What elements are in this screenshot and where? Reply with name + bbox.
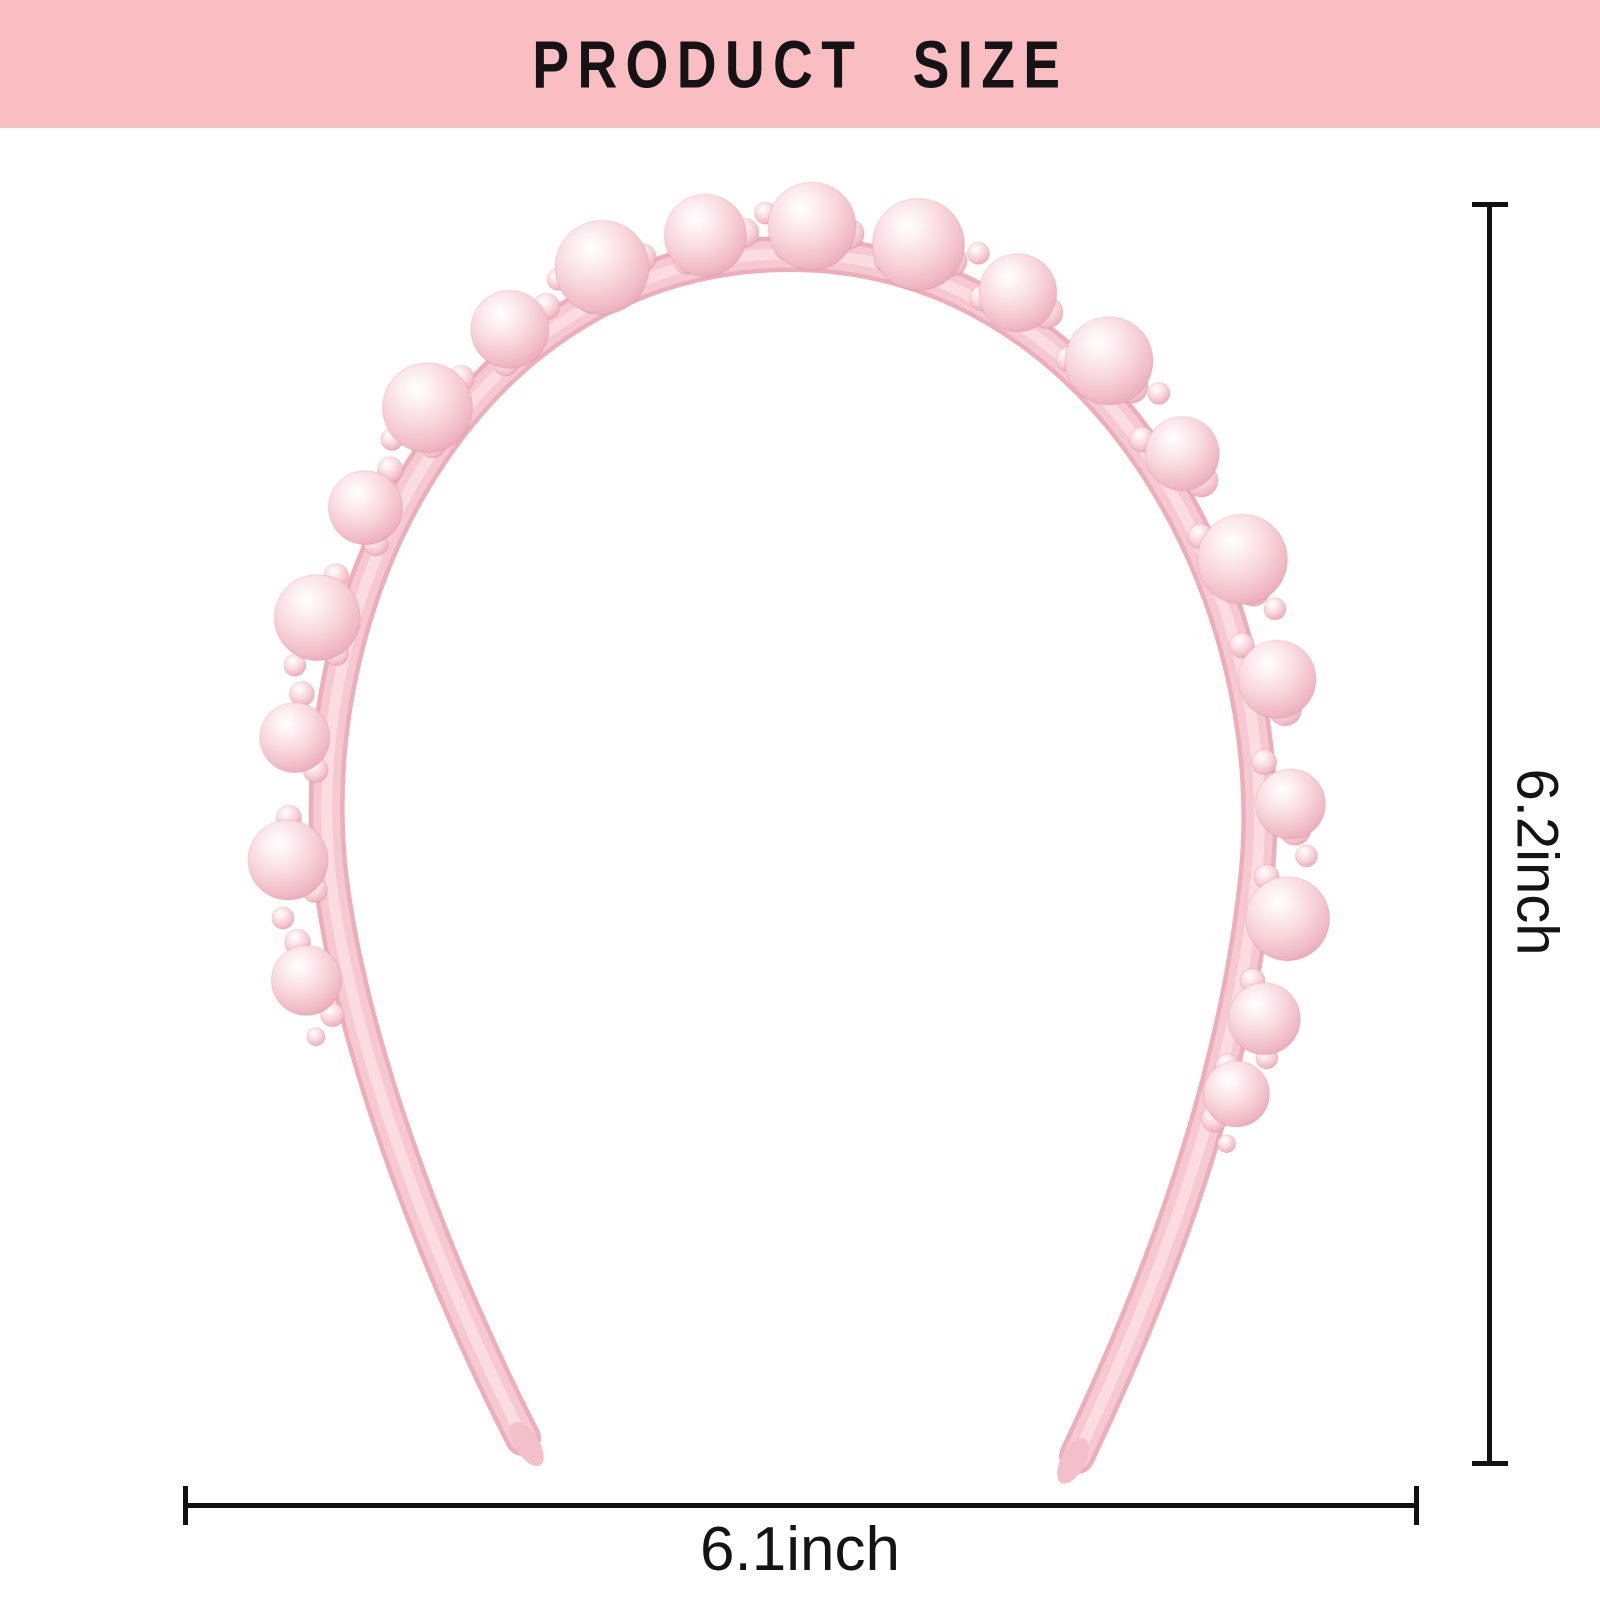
pearl [1147, 381, 1171, 406]
band-tip-right [1057, 1438, 1089, 1484]
height-dimension-cap-top [1472, 202, 1508, 207]
big-pearls-group [247, 181, 1331, 1128]
headband-band [308, 235, 1278, 1484]
pearl [1228, 632, 1256, 659]
pearl [1250, 748, 1278, 776]
pearl [259, 701, 331, 774]
pearl [871, 197, 966, 292]
pearl [1237, 639, 1317, 719]
pearl [247, 819, 329, 901]
height-dimension-line [1487, 204, 1492, 1466]
pearl [1202, 1060, 1271, 1128]
pearl [1294, 844, 1319, 868]
height-dimension-label: 6.2inch [1504, 768, 1570, 956]
pearl [1144, 415, 1221, 492]
top-banner: PRODUCT SIZE [0, 0, 1600, 128]
pearl [270, 944, 343, 1017]
pearl [271, 906, 295, 930]
pearl [554, 219, 650, 316]
pearl [1196, 513, 1289, 606]
pearl [1254, 768, 1327, 840]
pearl [306, 1027, 326, 1047]
banner-title: PRODUCT SIZE [531, 26, 1069, 102]
width-dimension-tick-right [1414, 1486, 1419, 1525]
band-tip-left [510, 1421, 544, 1467]
pearl [663, 193, 748, 278]
pearl [1227, 982, 1302, 1056]
small-pearls-group [271, 201, 1319, 1154]
pearl [1244, 875, 1331, 962]
pearl [767, 181, 857, 271]
pearl [470, 289, 550, 370]
pearl [273, 573, 362, 662]
pearl [381, 361, 474, 454]
width-dimension-tick-left [183, 1486, 188, 1525]
pearl [966, 241, 991, 266]
width-dimension-label: 6.1inch [700, 1515, 900, 1584]
pearl [1064, 316, 1154, 406]
pearl [978, 252, 1058, 333]
pearl [1263, 597, 1287, 621]
pearl [327, 469, 404, 546]
width-dimension-line [185, 1503, 1417, 1508]
pearl [1216, 1133, 1237, 1154]
height-dimension-cap-bottom [1472, 1461, 1508, 1466]
